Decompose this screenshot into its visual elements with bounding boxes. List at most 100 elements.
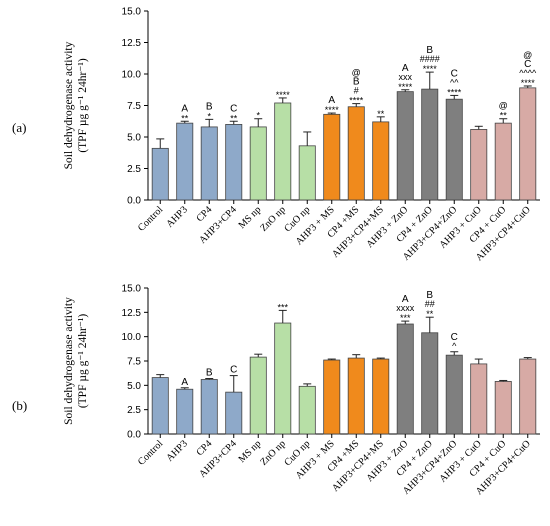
y-tick-label: 15.0	[122, 284, 142, 295]
x-tick-label: CP4	[194, 438, 214, 458]
group-letter: C	[230, 365, 237, 376]
y-tick-label: 5.0	[127, 133, 141, 144]
group-letter: B	[206, 368, 213, 379]
group-letter: A	[402, 63, 409, 74]
group-letter: B	[206, 101, 213, 112]
bar	[421, 332, 439, 435]
significance-symbol: @	[523, 50, 532, 60]
bar	[151, 377, 169, 435]
chart-panel-b: (b) Soil dehydrogenase activity (TPF µg g⁻…	[12, 284, 540, 497]
bar	[347, 357, 365, 435]
significance-stars: *	[207, 111, 211, 121]
bar	[323, 113, 341, 201]
significance-stars: **	[377, 109, 385, 119]
bar	[445, 354, 463, 435]
bar	[249, 126, 267, 201]
significance-stars: ****	[276, 90, 291, 100]
significance-stars: ****	[349, 96, 364, 106]
bar	[298, 145, 316, 201]
y-tick-label: 7.5	[127, 357, 141, 368]
y-axis-label: Soil dehydrogenase activity	[63, 41, 75, 169]
significance-symbol: ^	[452, 341, 457, 351]
y-tick-label: 0.0	[127, 430, 141, 441]
significance-symbol: #	[354, 86, 359, 96]
significance-stars: ***	[400, 313, 411, 323]
bar	[249, 356, 267, 435]
significance-symbol: xxxx	[396, 303, 415, 313]
group-letter: A	[402, 294, 409, 305]
bar	[151, 147, 169, 201]
y-tick-label: 12.5	[122, 38, 142, 49]
bar	[225, 124, 243, 201]
x-tick-label: Control	[136, 438, 166, 468]
y-tick-label: 7.5	[127, 101, 141, 112]
bar	[323, 359, 341, 435]
y-tick-label: 2.5	[127, 164, 141, 175]
significance-stars: ****	[398, 82, 413, 92]
significance-stars: ***	[277, 302, 288, 312]
bar	[396, 323, 414, 435]
x-tick-label: AHP3	[164, 204, 189, 229]
significance-symbol: @	[352, 68, 361, 78]
bar	[470, 129, 488, 201]
x-tick-label: ZnO np	[258, 204, 288, 234]
y-tick-label: 10.0	[122, 332, 142, 343]
significance-stars: **	[500, 111, 508, 121]
group-letter: B	[353, 77, 360, 88]
bar	[494, 381, 512, 435]
chart-panel-a: (a) Soil dehydrogenase activity (TPF µg g⁻…	[12, 7, 540, 263]
group-letter: B	[426, 290, 433, 301]
bar	[519, 87, 537, 201]
bar	[200, 126, 218, 201]
group-letter: C	[524, 59, 531, 70]
x-tick-label: ZnO np	[258, 438, 288, 468]
significance-symbol: xxx	[399, 72, 413, 82]
significance-symbol: @	[499, 101, 508, 111]
y-axis-label: Soil dehydrogenase activity	[63, 297, 75, 425]
bar	[200, 379, 218, 435]
significance-symbol: ##	[425, 299, 435, 309]
y-tick-label: 2.5	[127, 405, 141, 416]
bar	[470, 363, 488, 435]
y-tick-label: 15.0	[122, 7, 142, 18]
bar	[372, 121, 390, 201]
y-tick-label: 0.0	[127, 196, 141, 207]
y-tick-label: 12.5	[122, 308, 142, 319]
bar	[274, 102, 292, 201]
group-letter: B	[426, 45, 433, 56]
y-axis-unit: (TPF µg g⁻¹ 24hr⁻¹)	[77, 58, 89, 153]
y-axis-unit: (TPF µg g⁻¹ 24hr⁻¹)	[77, 314, 89, 409]
bar	[176, 388, 194, 435]
bar	[176, 122, 194, 201]
group-letter: C	[451, 68, 458, 79]
bar	[298, 385, 316, 435]
bar	[494, 122, 512, 201]
group-letter: A	[328, 95, 335, 106]
bar	[225, 391, 243, 435]
y-tick-label: 5.0	[127, 381, 141, 392]
x-tick-label: AHP3	[164, 438, 189, 463]
group-letter: C	[230, 103, 237, 114]
bar	[347, 106, 365, 201]
significance-stars: ****	[325, 105, 340, 115]
significance-symbol: ^^	[450, 77, 459, 87]
significance-stars: ****	[521, 78, 536, 88]
bar	[396, 91, 414, 201]
y-tick-label: 10.0	[122, 70, 142, 81]
bar	[519, 358, 537, 435]
significance-stars: ****	[423, 64, 438, 74]
group-letter: C	[451, 332, 458, 343]
significance-stars: **	[230, 113, 238, 123]
significance-stars: **	[181, 113, 189, 123]
significance-stars: *	[256, 111, 260, 121]
significance-symbol: ^^^^	[519, 68, 537, 78]
panel-label: (a)	[12, 120, 26, 135]
x-tick-label: CP4	[194, 204, 214, 224]
panel-label: (b)	[12, 398, 27, 413]
significance-stars: **	[426, 309, 434, 319]
x-tick-label: Control	[136, 204, 166, 234]
significance-stars: ****	[447, 87, 462, 97]
bar	[421, 88, 439, 201]
bar	[445, 98, 463, 201]
